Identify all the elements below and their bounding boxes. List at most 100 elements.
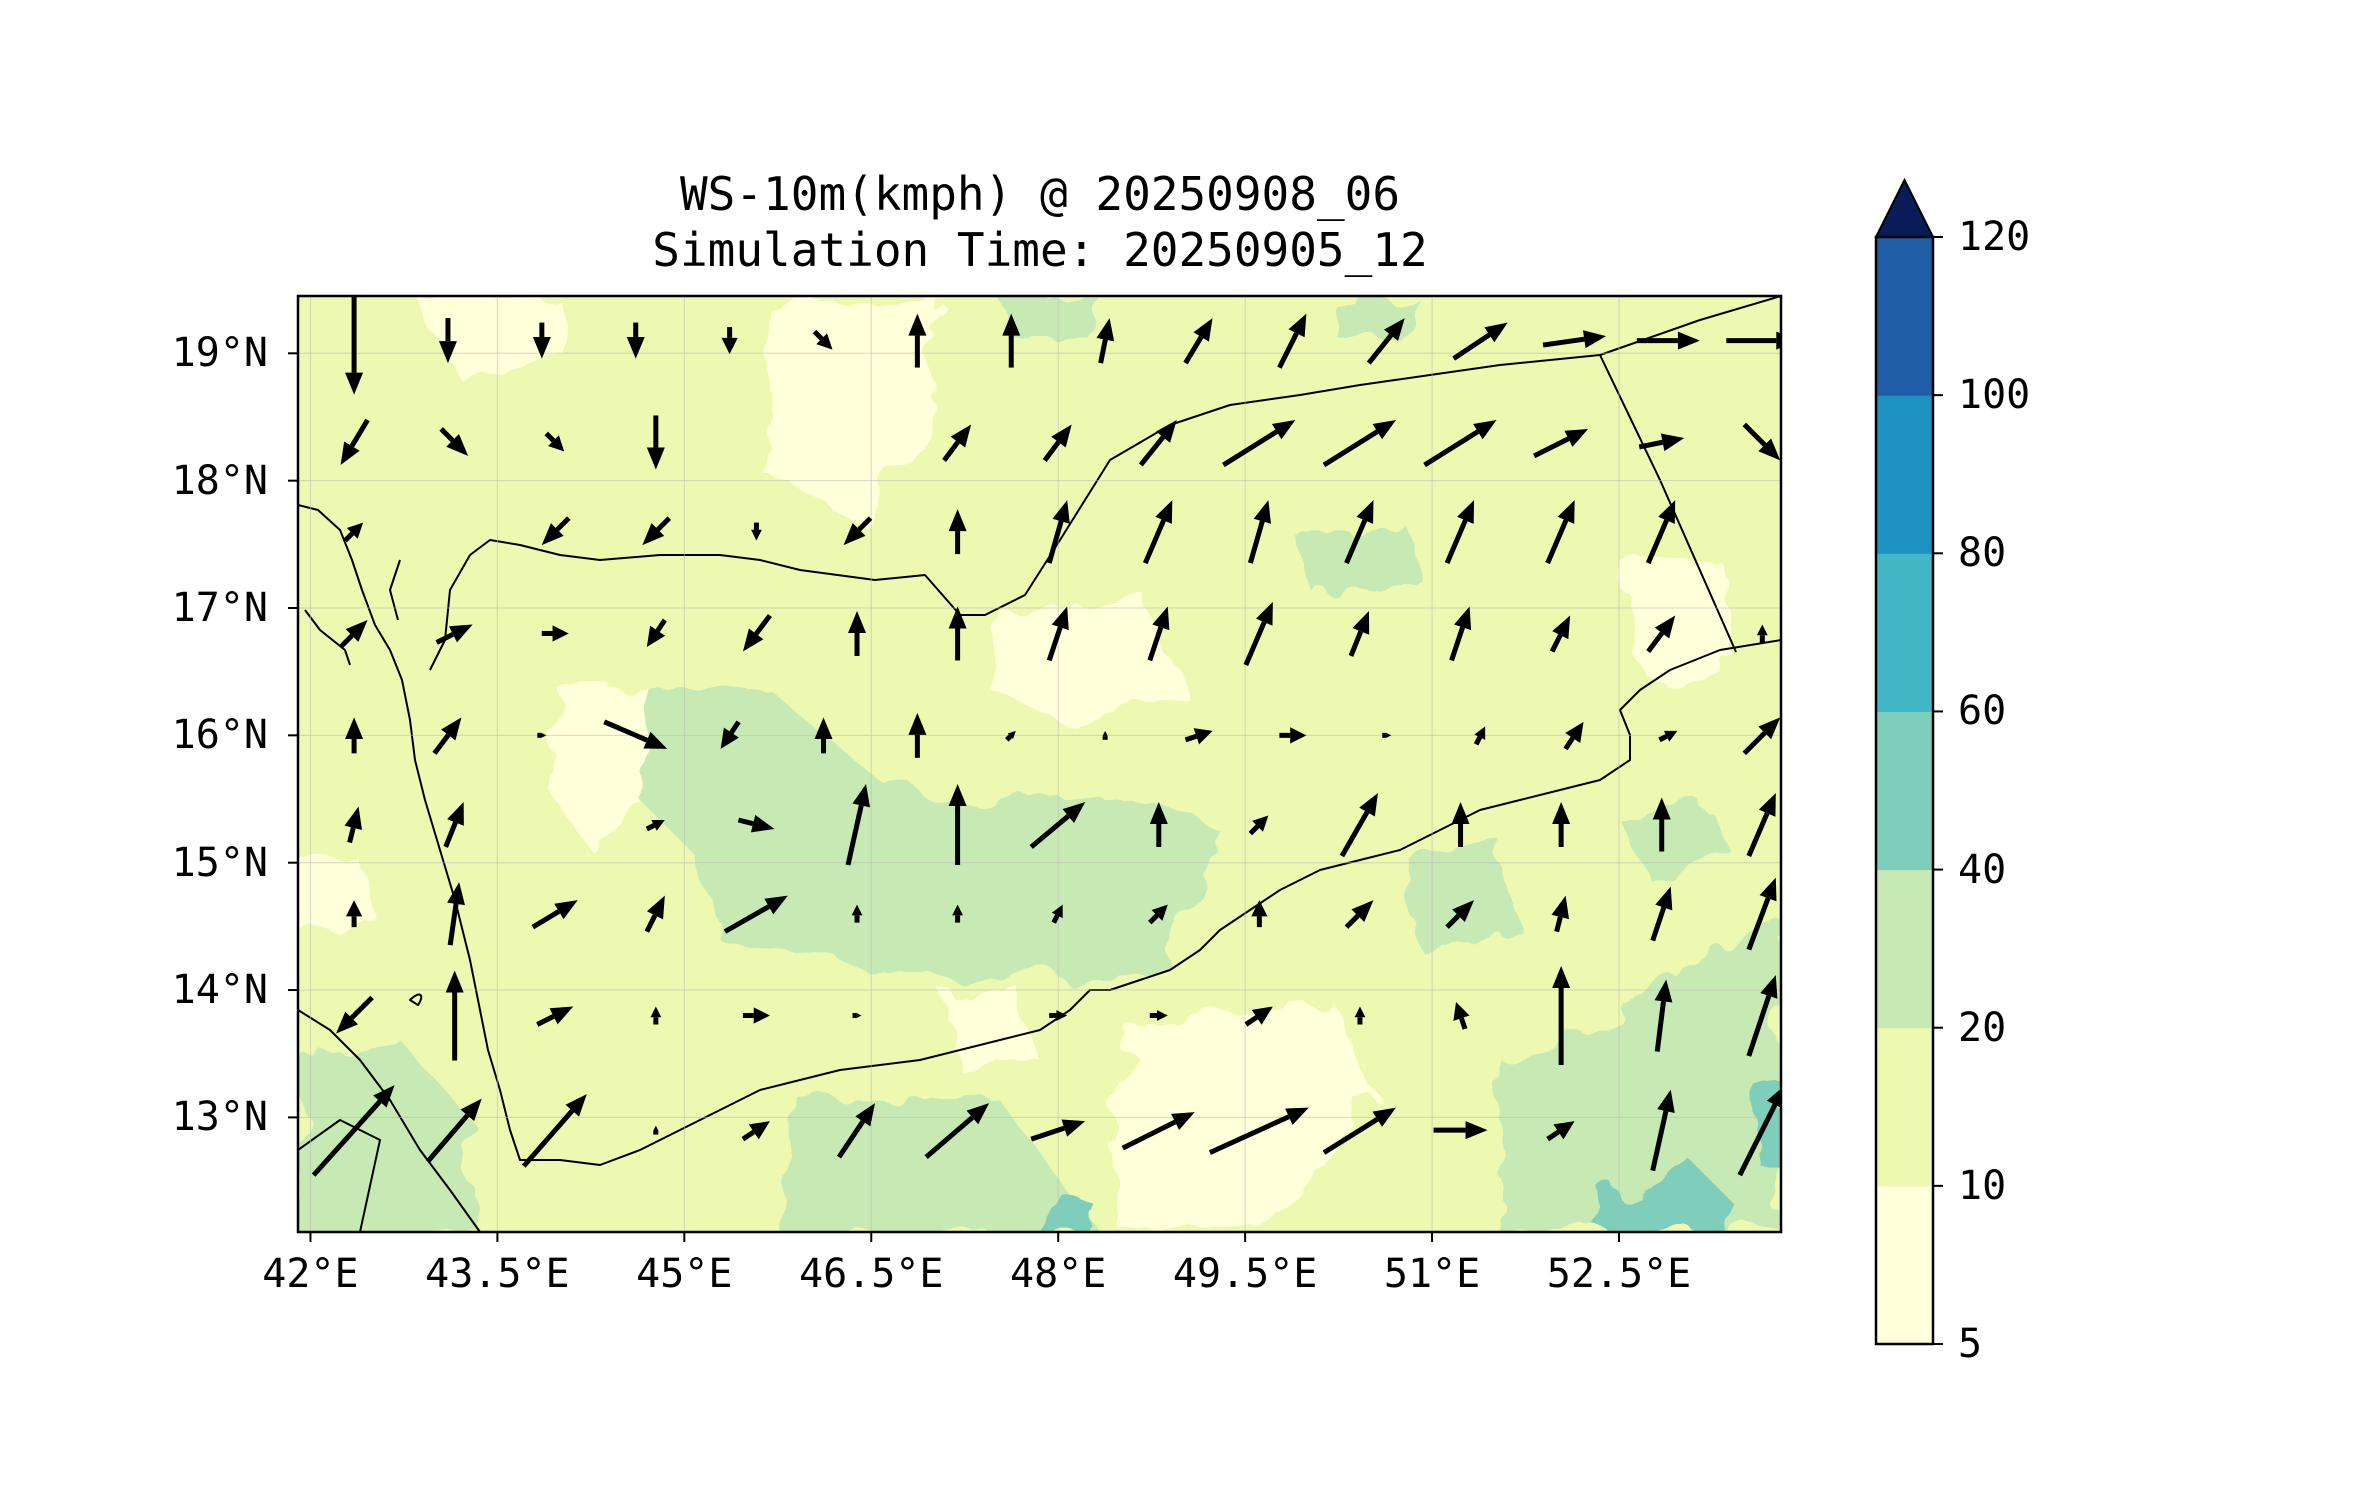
- wind-vector-head: [1454, 606, 1472, 631]
- lat-tick-label: 14°N: [171, 967, 268, 1014]
- wind-vector: [1149, 801, 1168, 847]
- wind-vector: [1149, 1010, 1168, 1021]
- wind-vector-head: [1565, 721, 1584, 744]
- wind-vector-head: [1457, 500, 1475, 524]
- colorbar-label: 100: [1958, 372, 2031, 419]
- wind-vector: [851, 904, 863, 923]
- wind-vector: [653, 1125, 659, 1135]
- wind-vector-head: [1052, 500, 1070, 524]
- wind-vector: [1433, 1121, 1488, 1140]
- wind-vector: [345, 900, 363, 928]
- map-title-line2: Simulation Time: 20250905_12: [652, 223, 1428, 277]
- lon-tick-label: 52.5°E: [1546, 1251, 1692, 1297]
- wind-vector-shaft: [644, 914, 658, 933]
- wind-vector: [338, 619, 368, 649]
- wind-vector: [650, 1006, 662, 1025]
- wind-vector: [948, 509, 967, 555]
- wind-vector-shaft: [425, 1113, 470, 1164]
- wind-vector-head: [1758, 792, 1776, 817]
- wind-vector: [1533, 428, 1589, 459]
- colorbar-frame: [1874, 235, 1935, 1346]
- wind-vector-head: [1677, 331, 1700, 350]
- colorbar-label: 20: [1958, 1004, 2007, 1051]
- wind-vector-head: [460, 1098, 482, 1122]
- wind-vector: [1046, 606, 1069, 662]
- wind-vector-head: [340, 441, 360, 465]
- wind-vector: [1746, 975, 1778, 1057]
- wind-vector: [1244, 1006, 1273, 1027]
- wind-vector: [1046, 500, 1070, 564]
- wind-speed-patch: [1000, 300, 1100, 340]
- wind-vector-shaft: [1030, 1125, 1066, 1142]
- wind-vector-shaft: [1184, 733, 1198, 743]
- wind-vector: [1322, 419, 1396, 468]
- wind-vector-shaft: [544, 431, 556, 443]
- wind-vector-head: [1253, 500, 1271, 524]
- wind-vector-head: [1473, 419, 1497, 440]
- wind-vector: [425, 1098, 482, 1164]
- wind-vector-head: [441, 717, 462, 741]
- lon-tick-label: 46.5°E: [799, 1251, 944, 1297]
- wind-vector-head: [447, 882, 465, 906]
- wind-vector-head: [1551, 895, 1570, 920]
- wind-vector-shaft: [1746, 812, 1770, 857]
- wind-vector: [751, 522, 762, 541]
- wind-vector: [1051, 904, 1063, 924]
- wind-vector-head: [751, 529, 762, 541]
- wind-vector: [1742, 422, 1781, 461]
- wind-vector-shaft: [1004, 734, 1013, 742]
- wind-vector-head: [1452, 900, 1475, 923]
- wind-vector: [644, 895, 665, 933]
- wind-vector-shaft: [1046, 626, 1063, 662]
- wind-vector-head: [1385, 732, 1392, 739]
- wind-vector-head: [1271, 419, 1296, 440]
- wind-vector: [952, 904, 964, 923]
- wind-vector: [1147, 606, 1170, 662]
- wind-vector-head: [344, 806, 362, 831]
- wind-vector-head: [848, 610, 867, 633]
- wind-vector-shaft: [1449, 626, 1465, 662]
- wind-vector-shaft: [1247, 520, 1265, 564]
- wind-vector: [1279, 727, 1307, 744]
- wind-vector: [544, 431, 565, 452]
- wind-vector: [1756, 624, 1768, 643]
- wind-vector-head: [646, 447, 665, 470]
- wind-vector-shaft: [1423, 429, 1480, 468]
- wind-vector-shaft: [338, 633, 354, 649]
- wind-vector: [1638, 433, 1685, 452]
- wind-speed-patch: [1500, 900, 1781, 1232]
- wind-vector: [1473, 726, 1486, 746]
- wind-vector: [646, 618, 667, 647]
- wind-vector-head: [1171, 1112, 1195, 1131]
- wind-vector-head: [1251, 900, 1268, 917]
- wind-vector-shaft: [1746, 995, 1772, 1057]
- wind-vector-head: [447, 801, 464, 826]
- border-line: [304, 609, 351, 666]
- wind-vector-head: [1096, 318, 1115, 342]
- wind-vector-shaft: [603, 719, 648, 743]
- wind-vector-head: [1552, 966, 1571, 989]
- wind-vector: [720, 720, 741, 749]
- wind-vector-shaft: [1098, 339, 1108, 364]
- wind-vector-head: [438, 341, 457, 364]
- wind-vector: [340, 418, 370, 465]
- wind-vector-head: [646, 625, 666, 647]
- wind-vector: [1444, 500, 1475, 565]
- lon-tick-label: 42°E: [262, 1251, 359, 1297]
- wind-vector: [439, 427, 469, 456]
- wind-vector-shaft: [754, 613, 772, 636]
- wind-vector: [541, 516, 571, 546]
- wind-vector: [1208, 1107, 1309, 1155]
- wind-vector: [541, 625, 569, 642]
- wind-vector-shaft: [1638, 439, 1664, 450]
- wind-vector-shaft: [1549, 634, 1563, 653]
- wind-vector-head: [1252, 815, 1269, 832]
- wind-vector: [1322, 1107, 1396, 1155]
- wind-vector: [1742, 717, 1781, 756]
- wind-vector: [1004, 730, 1016, 742]
- wind-vector-head: [565, 1094, 587, 1117]
- wind-vector-head: [346, 522, 364, 539]
- border-line: [429, 554, 471, 671]
- wind-vector: [1121, 1112, 1195, 1151]
- wind-speed-patch: [298, 1040, 480, 1232]
